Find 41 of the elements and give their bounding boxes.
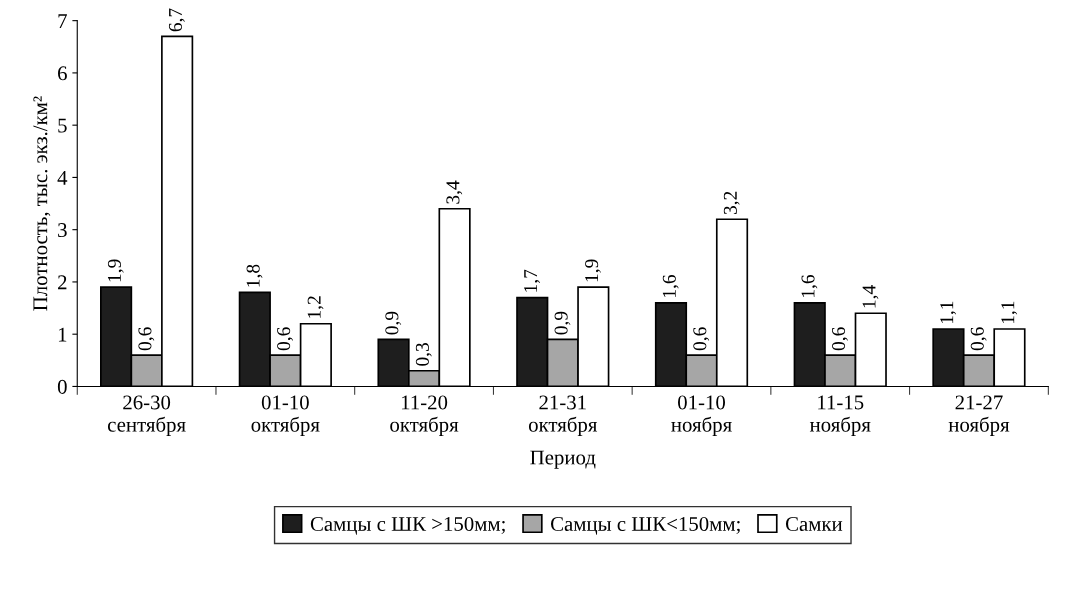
x-axis-title: Период bbox=[530, 450, 596, 469]
data-label: 0,6 bbox=[831, 327, 848, 351]
data-label: 1,4 bbox=[862, 285, 879, 308]
legend-label: Самки bbox=[785, 516, 843, 531]
data-label: 1,1 bbox=[1001, 301, 1018, 324]
legend-label: Самцы с ШК<150мм; bbox=[550, 516, 740, 535]
y-tick-label: 1 bbox=[58, 327, 67, 342]
y-tick-label: 4 bbox=[57, 170, 68, 185]
y-tick-label: 0 bbox=[57, 379, 67, 394]
data-label: 0,9 bbox=[385, 311, 402, 335]
data-label: 1,2 bbox=[307, 296, 324, 318]
data-label: 1,7 bbox=[524, 269, 540, 292]
data-label: 0,6 bbox=[138, 327, 155, 351]
data-label: 0,6 bbox=[970, 327, 987, 351]
y-tick-label: 3 bbox=[58, 223, 67, 238]
x-tick-label: 11-15 ноября bbox=[809, 395, 871, 437]
x-tick-label: 11-20 октября bbox=[390, 395, 459, 437]
x-tick-label: 01-10 октября bbox=[251, 395, 320, 437]
data-label: 1,9 bbox=[107, 259, 124, 282]
y-axis-title: Плотность, тыс. экз./км² bbox=[33, 96, 51, 311]
x-tick-label: 21-27 ноября bbox=[948, 395, 1010, 437]
data-label: 3,4 bbox=[446, 180, 463, 204]
data-label: 0,3 bbox=[415, 343, 432, 366]
data-label: 1,6 bbox=[662, 274, 679, 297]
data-label: 0,6 bbox=[693, 327, 710, 351]
data-label: 0,6 bbox=[277, 327, 294, 351]
x-tick-label: 01-10 ноября bbox=[671, 395, 732, 437]
data-label: 1,9 bbox=[585, 259, 601, 282]
y-tick-label: 6 bbox=[58, 66, 67, 81]
data-label: 1,8 bbox=[246, 264, 263, 287]
y-tick-label: 5 bbox=[58, 118, 67, 133]
x-tick-label: 26-30 сентября bbox=[107, 395, 186, 437]
data-label: 1,6 bbox=[801, 274, 818, 297]
y-tick-label: 7 bbox=[58, 14, 67, 28]
data-label: 6,7 bbox=[168, 8, 185, 32]
data-label: 0,9 bbox=[554, 311, 571, 335]
data-label: 1,1 bbox=[940, 301, 957, 324]
legend-label: Самцы с ШК >150мм; bbox=[310, 516, 505, 535]
data-label: 3,2 bbox=[723, 191, 740, 215]
x-tick-label: 21-31 октября bbox=[528, 395, 598, 437]
y-tick-label: 2 bbox=[58, 275, 67, 290]
